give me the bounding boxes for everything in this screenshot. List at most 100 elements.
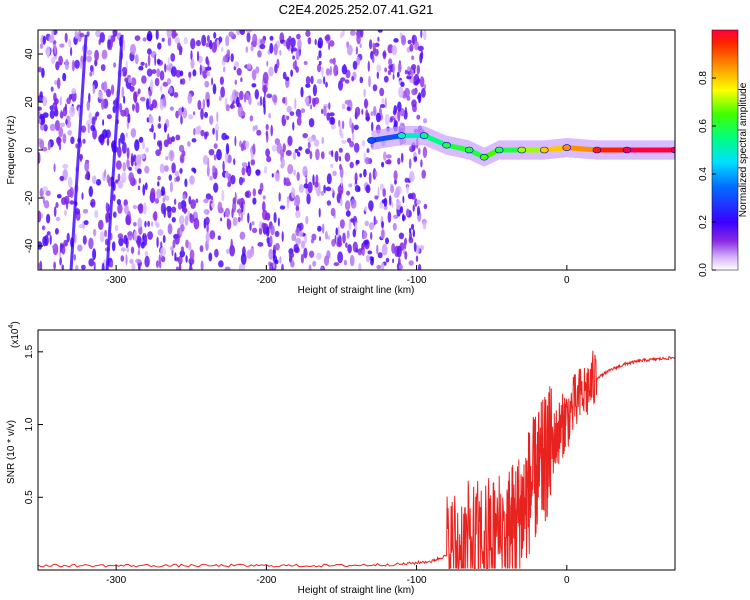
noise-blob bbox=[304, 96, 310, 104]
noise-blob bbox=[128, 172, 134, 183]
noise-blob bbox=[289, 111, 295, 116]
noise-blob bbox=[338, 80, 343, 91]
noise-blob bbox=[161, 37, 165, 42]
noise-blob bbox=[291, 233, 297, 242]
noise-blob bbox=[383, 197, 388, 207]
noise-blob bbox=[225, 135, 230, 140]
noise-blob bbox=[146, 68, 153, 77]
noise-blob bbox=[367, 60, 370, 72]
noise-blob bbox=[126, 247, 130, 253]
noise-blob bbox=[246, 63, 252, 70]
ridge-point bbox=[539, 146, 549, 154]
noise-blob bbox=[88, 112, 93, 121]
noise-blob bbox=[247, 161, 250, 169]
noise-blob bbox=[341, 139, 347, 144]
colorbar-gradient bbox=[711, 29, 739, 271]
x-tick-label: -100 bbox=[407, 275, 427, 286]
noise-blob bbox=[237, 198, 244, 203]
noise-blob bbox=[142, 202, 147, 215]
noise-blob bbox=[408, 260, 414, 266]
noise-blob bbox=[402, 195, 405, 204]
noise-blob bbox=[100, 64, 106, 72]
noise-blob bbox=[338, 147, 343, 153]
noise-blob bbox=[221, 46, 224, 52]
noise-blob bbox=[340, 132, 344, 139]
noise-blob bbox=[40, 124, 45, 131]
noise-blob bbox=[168, 149, 175, 162]
noise-blob bbox=[77, 244, 83, 252]
noise-blob bbox=[82, 208, 89, 214]
colorbar-tick-label: 0.6 bbox=[698, 119, 709, 133]
noise-blob bbox=[38, 210, 42, 223]
snr-y-label: SNR (10 * v/v) bbox=[6, 420, 17, 484]
noise-blob bbox=[220, 86, 226, 98]
noise-blob bbox=[166, 78, 172, 85]
noise-blob bbox=[59, 96, 62, 106]
noise-blob bbox=[199, 245, 204, 253]
noise-blob bbox=[302, 133, 309, 139]
noise-blob bbox=[316, 252, 322, 260]
noise-blob bbox=[385, 159, 391, 165]
noise-blob bbox=[290, 260, 295, 268]
y-tick-label: 40 bbox=[24, 48, 35, 60]
noise-blob bbox=[387, 69, 392, 76]
noise-blob bbox=[209, 39, 213, 50]
noise-blob bbox=[214, 248, 219, 258]
noise-blob bbox=[361, 249, 366, 254]
noise-blob bbox=[265, 124, 269, 131]
noise-blob bbox=[406, 185, 409, 195]
noise-blob bbox=[381, 221, 384, 229]
noise-blob bbox=[298, 230, 304, 238]
noise-blob bbox=[410, 223, 415, 230]
noise-blob bbox=[89, 71, 93, 77]
noise-blob bbox=[190, 38, 196, 50]
noise-blob bbox=[295, 48, 300, 61]
noise-blob bbox=[339, 198, 343, 207]
noise-blob bbox=[88, 92, 91, 103]
noise-blob bbox=[266, 236, 271, 244]
noise-blob bbox=[347, 44, 353, 56]
noise-blob bbox=[282, 143, 286, 153]
noise-blob bbox=[179, 51, 182, 56]
noise-blob bbox=[250, 44, 254, 52]
noise-blob bbox=[390, 185, 395, 194]
noise-blob bbox=[204, 131, 208, 140]
noise-blob bbox=[99, 231, 105, 243]
noise-blob bbox=[363, 240, 369, 245]
noise-blob bbox=[268, 66, 274, 77]
noise-blob bbox=[165, 156, 169, 161]
noise-blob bbox=[41, 212, 44, 219]
snr-multiplier-base: (x10 bbox=[10, 328, 21, 348]
noise-blob bbox=[223, 66, 226, 73]
noise-blob bbox=[204, 80, 210, 88]
noise-blob bbox=[362, 230, 368, 239]
noise-blob bbox=[52, 102, 58, 111]
noise-blob bbox=[376, 244, 379, 255]
noise-blob bbox=[383, 151, 387, 161]
ridge-segment bbox=[564, 145, 600, 153]
noise-blob bbox=[82, 138, 86, 144]
noise-blob bbox=[295, 210, 301, 219]
noise-blob bbox=[141, 75, 147, 84]
noise-blob bbox=[397, 109, 401, 122]
noise-blob bbox=[127, 230, 133, 241]
noise-blob bbox=[386, 154, 392, 159]
noise-blob bbox=[55, 61, 60, 71]
noise-blob bbox=[372, 42, 376, 50]
noise-blob bbox=[167, 208, 172, 219]
noise-blob bbox=[257, 50, 262, 58]
noise-blob bbox=[236, 30, 241, 36]
noise-blob bbox=[205, 232, 210, 244]
noise-blob bbox=[317, 78, 323, 85]
noise-blob bbox=[265, 148, 270, 157]
noise-blob bbox=[133, 230, 138, 242]
noise-blob bbox=[68, 38, 71, 48]
noise-blob bbox=[175, 134, 181, 141]
noise-blob bbox=[232, 216, 238, 227]
noise-blob bbox=[411, 55, 415, 61]
noise-blob bbox=[204, 111, 208, 118]
noise-blob bbox=[222, 55, 229, 63]
noise-blob bbox=[104, 169, 107, 178]
noise-blob bbox=[99, 32, 106, 43]
noise-blob bbox=[349, 161, 354, 169]
